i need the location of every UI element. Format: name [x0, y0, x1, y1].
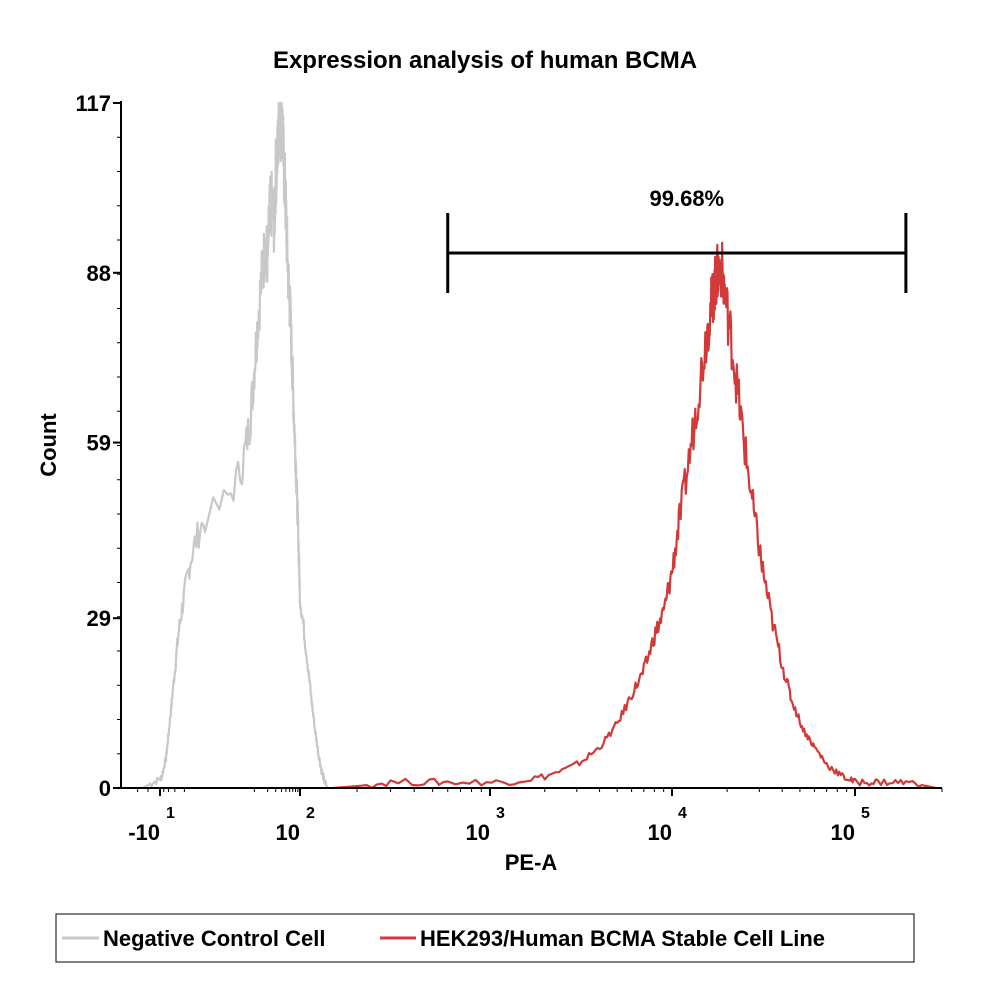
- x-tick-exponent: 5: [861, 805, 870, 822]
- x-tick-label: -10: [128, 820, 160, 845]
- x-tick-exponent: 2: [306, 805, 315, 822]
- legend-label-bcma-cell-line: HEK293/Human BCMA Stable Cell Line: [420, 926, 825, 951]
- x-tick-label: 10: [466, 820, 490, 845]
- gate-marker: 99.68%: [446, 186, 908, 293]
- y-axis-ticks: 0 29 59 88 117: [76, 91, 121, 801]
- x-tick-exponent: 1: [166, 805, 175, 822]
- series-bcma-cell-line: [333, 241, 936, 790]
- series-layer: [142, 101, 936, 790]
- y-axis-label: Count: [36, 413, 61, 477]
- x-tick-label: 10: [276, 820, 300, 845]
- x-tick-label: 10: [648, 820, 672, 845]
- y-tick-label: 29: [87, 606, 111, 631]
- x-axis-label: PE-A: [505, 850, 558, 875]
- x-tick-label: 10: [831, 820, 855, 845]
- y-tick-label: 88: [87, 261, 111, 286]
- gate-percentage-label: 99.68%: [650, 186, 725, 211]
- y-tick-label: 59: [87, 431, 111, 456]
- plot-area: 99.68% 0 29 59 88 117 -10 1 10 2 10 3 10 4 10 5: [76, 91, 943, 845]
- y-tick-label: 117: [76, 91, 112, 116]
- series-negative-control-line: [142, 101, 329, 789]
- x-tick-exponent: 4: [678, 805, 687, 822]
- y-tick-label: 0: [99, 776, 111, 801]
- x-axis-ticks: -10 1 10 2 10 3 10 4 10 5: [128, 788, 943, 845]
- legend-label-negative-control: Negative Control Cell: [103, 926, 325, 951]
- legend: Negative Control Cell HEK293/Human BCMA …: [55, 913, 915, 963]
- chart-title: Expression analysis of human BCMA: [273, 47, 697, 74]
- legend-box: [55, 913, 915, 963]
- x-tick-exponent: 3: [496, 805, 505, 822]
